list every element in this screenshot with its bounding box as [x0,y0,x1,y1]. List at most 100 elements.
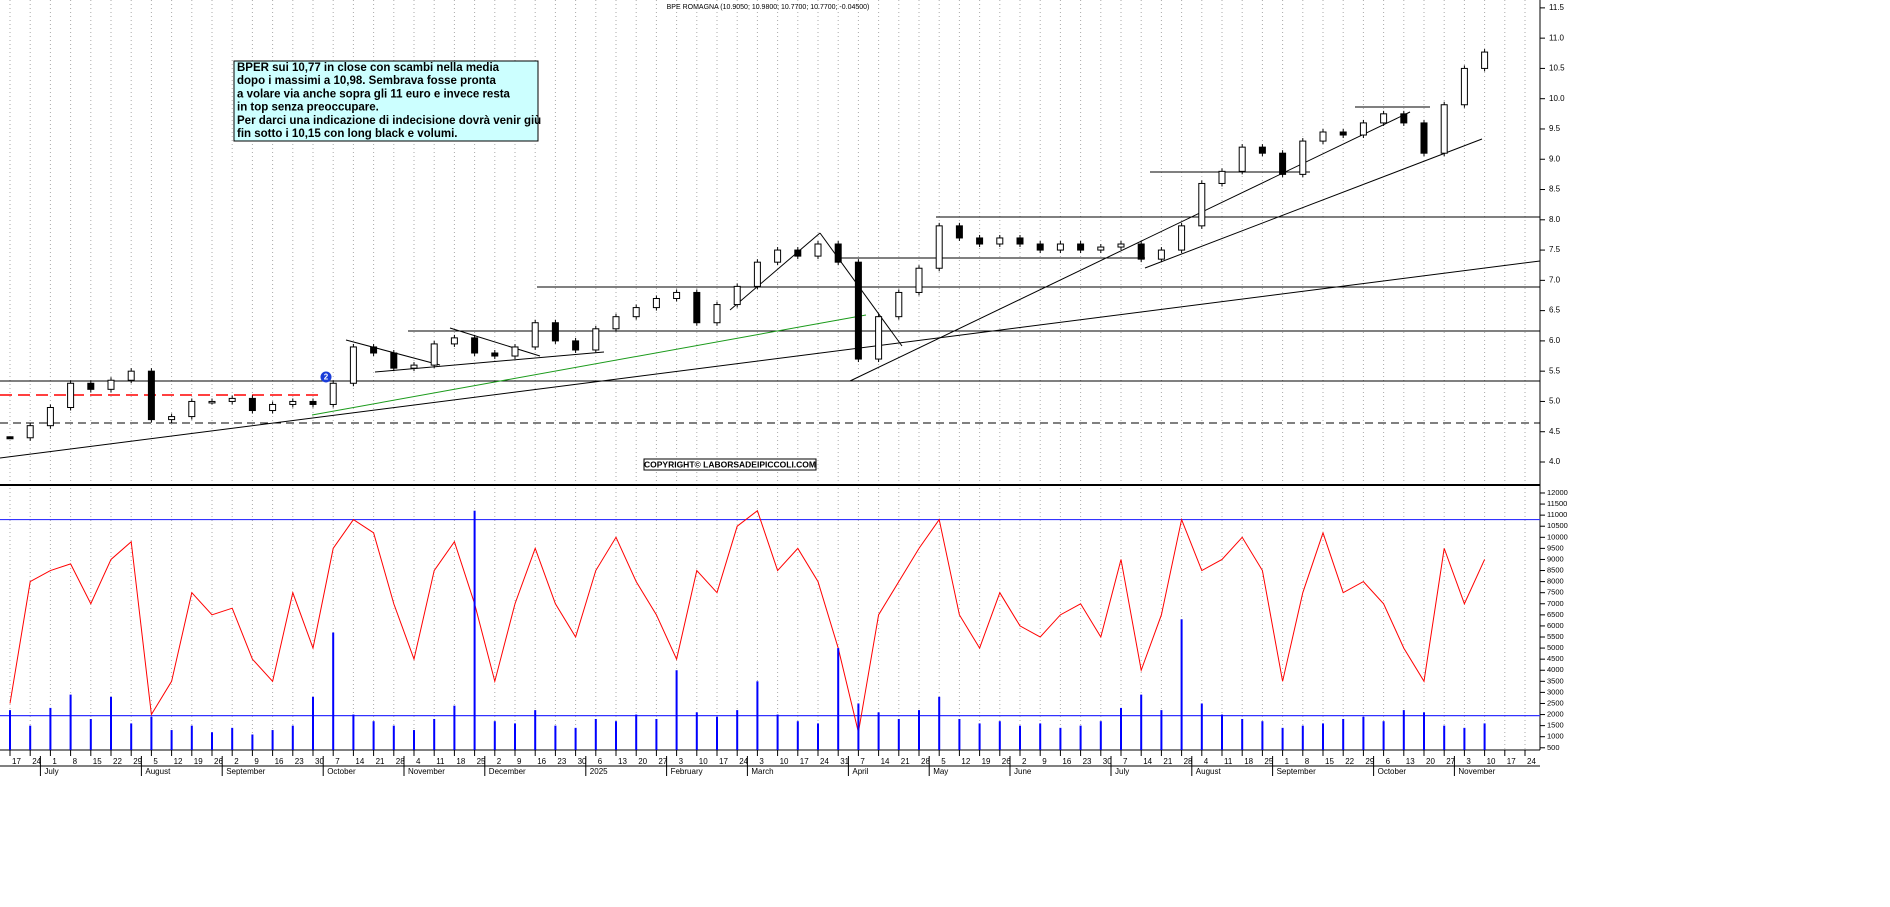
candle [127,370,135,381]
x-tick-label: 22 [1345,757,1354,766]
volume-bar [514,723,516,750]
x-tick-label: 23 [295,757,304,766]
candle [87,382,95,390]
y-tick-label: 8.5 [1549,185,1561,194]
volume-bar [1342,718,1345,750]
y-tick-label: 6.0 [1549,336,1561,345]
candle [1178,225,1186,251]
annotation-line: Per darci una indicazione di indecisione… [237,115,541,127]
x-tick-label: 22 [113,757,122,766]
x-tick-label: 3 [759,757,764,766]
x-tick-label: 14 [881,757,890,766]
candle [6,436,14,440]
month-label: July [44,767,58,776]
annotation-box [233,60,539,142]
volume-bar [110,696,112,750]
annotation-line: BPER sui 10,77 in close con scambi nella… [237,62,500,74]
volume-bar [635,714,638,750]
x-tick-label: 26 [214,757,223,766]
candle [46,406,54,427]
candle [713,304,721,324]
candle [693,291,701,324]
x-tick-label: 17 [719,757,728,766]
candle [370,346,378,354]
x-tick-label: 10 [780,757,789,766]
volume-bar [493,721,496,750]
x-tick-label: 17 [1507,757,1516,766]
y-tick-label: 5.0 [1549,397,1561,406]
volume-bar [978,723,981,750]
y-tick-label: 10.0 [1549,94,1565,103]
volume-bar [1322,723,1324,750]
volume-bar [433,718,436,750]
candle [1279,152,1287,175]
y2-tick-label: 8000 [1547,577,1564,586]
candle [349,346,357,384]
volume-bar [958,718,961,750]
volume-bar [150,716,153,750]
volume-bar [130,723,133,750]
candle [733,285,741,306]
y2-tick-label: 11000 [1547,510,1567,519]
candle [753,261,761,287]
volume-bar [372,721,375,750]
month-label: October [327,767,356,776]
y2-tick-label: 5500 [1547,632,1564,641]
y-tick-label: 9.5 [1549,124,1561,133]
x-tick-label: 16 [275,757,284,766]
volume-bar [938,696,941,750]
volume-bar [796,721,799,750]
month-label: November [1458,767,1495,776]
volume-bar [897,718,900,750]
volume-bar [1120,707,1122,750]
volume-bar [1039,723,1042,750]
candle [450,337,458,345]
volume-bar [695,712,698,750]
y-tick-label: 5.5 [1549,366,1561,375]
x-tick-label: 24 [1527,757,1536,766]
volume-bar [1362,716,1365,750]
y2-tick-label: 2000 [1547,710,1564,719]
candle [1258,146,1266,154]
candle [471,337,479,354]
volume-bar [49,707,52,750]
y-tick-label: 7.0 [1549,275,1561,284]
month-label: February [671,767,703,776]
y-tick-label: 4.5 [1549,427,1561,436]
x-tick-label: 7 [1123,757,1128,766]
candle [1440,104,1448,154]
month-label: September [1277,767,1316,776]
volume-bar [413,730,415,750]
x-tick-label: 28 [396,757,405,766]
y2-tick-label: 1000 [1547,732,1564,741]
trend-line [449,327,541,357]
volume-bar [1423,712,1425,750]
candle [935,225,943,269]
x-tick-label: 4 [1204,757,1209,766]
x-tick-label: 7 [860,757,865,766]
candle [814,243,822,257]
candle [955,225,963,239]
volume-bar [1059,727,1062,750]
volume-bar [736,710,739,750]
trend-line [345,339,441,366]
candle [147,370,155,421]
volume-bar [1402,710,1405,750]
candle [1238,146,1246,172]
volume-bar [312,696,314,750]
x-tick-label: 27 [1446,757,1455,766]
volume-bar [655,718,658,750]
x-tick-label: 24 [32,757,41,766]
candle [248,397,256,412]
candle [1016,237,1024,245]
x-tick-label: 15 [1325,757,1334,766]
volume-bar [594,718,597,750]
marker-label: 2 [324,373,329,382]
candle [1420,122,1428,154]
volume-bar [1382,721,1385,750]
volume-bar [534,710,537,750]
x-tick-label: 19 [982,757,991,766]
month-label: June [1014,767,1032,776]
volume-bar [1281,727,1284,750]
x-tick-label: 29 [1365,757,1374,766]
